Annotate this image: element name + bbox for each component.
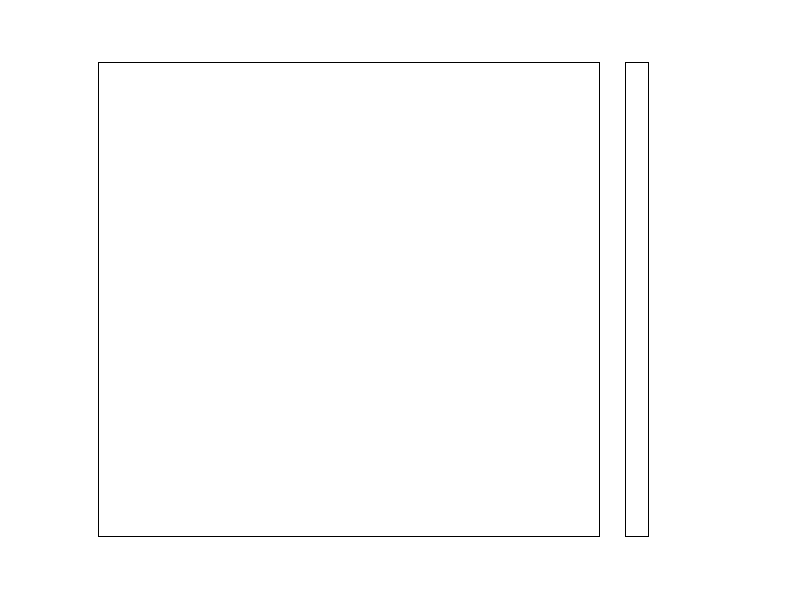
colorbar[interactable] — [625, 62, 649, 537]
spectrogram-image-clip — [99, 63, 599, 536]
spectrogram-image — [99, 63, 399, 213]
spectrogram-axes[interactable] — [98, 62, 600, 537]
